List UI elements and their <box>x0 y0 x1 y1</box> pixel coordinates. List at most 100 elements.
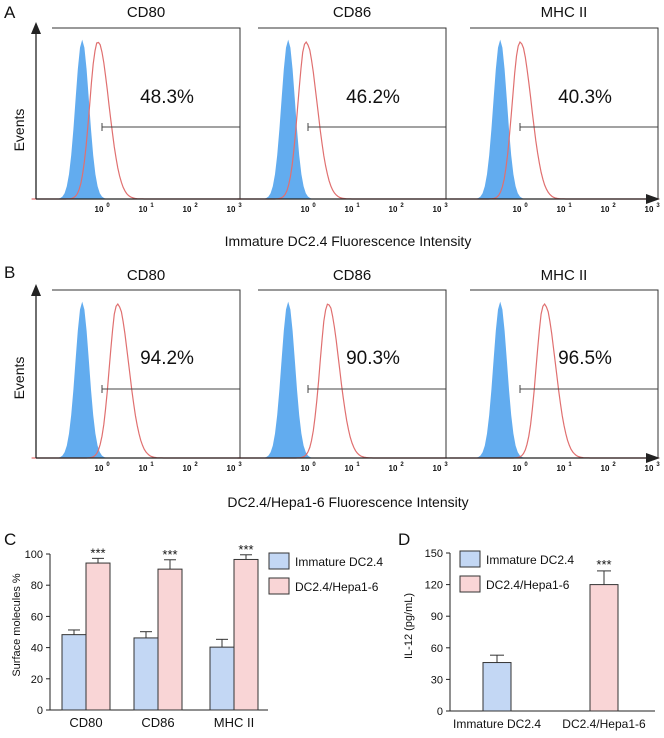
y-tick-label: 0 <box>37 705 43 717</box>
bar <box>589 584 619 712</box>
y-tick-label: 60 <box>31 611 43 623</box>
bar <box>85 562 111 711</box>
y-tick-label: 20 <box>31 674 43 686</box>
panel-b-ylabel: Events <box>11 357 27 400</box>
legend-label: DC2.4/Hepa1-6 <box>295 580 379 594</box>
gate-percent: 94.2% <box>140 348 194 369</box>
isotype-histogram <box>237 39 405 199</box>
x-tick-exponent: 0 <box>524 203 528 209</box>
subplot-title: MHC II <box>541 267 588 284</box>
panel-b-xlabel: DC2.4/Hepa1-6 Fluorescence Intensity <box>227 494 468 510</box>
panel-label-c: C <box>4 530 16 549</box>
bar <box>482 662 512 712</box>
x-tick-label: 10 <box>301 205 310 214</box>
x-tick-exponent: 1 <box>150 203 154 209</box>
significance-label: *** <box>596 557 611 572</box>
gate-percent: 40.3% <box>558 87 612 108</box>
x-tick-label: 10 <box>227 205 236 214</box>
bar <box>233 558 259 711</box>
x-tick-label: CD80 <box>69 715 102 730</box>
x-tick-exponent: 2 <box>194 203 198 209</box>
isotype-histogram <box>31 39 199 199</box>
subplot-title: CD80 <box>127 267 165 284</box>
x-tick-label: 10 <box>95 205 104 214</box>
subplot-title: CD80 <box>127 4 165 21</box>
x-tick-exponent: 1 <box>356 462 360 468</box>
y-tick-label: 0 <box>437 706 443 718</box>
x-tick-exponent: 2 <box>612 462 616 468</box>
y-axis-arrow <box>31 22 41 34</box>
x-tick-exponent: 0 <box>312 462 316 468</box>
panel-d-ylabel: IL-12 (pg/mL) <box>403 593 415 659</box>
x-tick-exponent: 1 <box>568 203 572 209</box>
legend-label: DC2.4/Hepa1-6 <box>486 578 570 592</box>
gate-percent: 48.3% <box>140 87 194 108</box>
stained-histogram <box>449 302 659 459</box>
bar <box>61 634 87 711</box>
x-tick-label: 10 <box>389 205 398 214</box>
y-tick-label: 40 <box>31 643 43 655</box>
panel-label-d: D <box>398 530 410 549</box>
stained-histogram <box>31 302 241 459</box>
x-tick-label: 10 <box>557 205 566 214</box>
panel-a-ylabel: Events <box>11 109 27 152</box>
x-tick-exponent: 1 <box>356 203 360 209</box>
y-tick-label: 60 <box>431 643 443 655</box>
x-tick-label: Immature DC2.4 <box>453 717 541 731</box>
x-tick-exponent: 0 <box>524 462 528 468</box>
legend-swatch <box>459 550 481 568</box>
panel-c-bar-chart: Surface molecules % 0 20 40 60 80 100 CD80 *** C… <box>11 542 383 730</box>
x-tick-label: DC2.4/Hepa1-6 <box>562 717 646 731</box>
y-tick-label: 80 <box>31 580 43 592</box>
x-tick-label: 10 <box>557 464 566 473</box>
x-tick-exponent: 0 <box>106 203 110 209</box>
x-tick-label: 10 <box>433 464 442 473</box>
x-tick-exponent: 2 <box>194 462 198 468</box>
x-tick-exponent: 1 <box>568 462 572 468</box>
significance-label: *** <box>90 545 105 560</box>
gate-percent: 96.5% <box>558 348 612 369</box>
x-tick-exponent: 2 <box>400 462 404 468</box>
x-tick-exponent: 1 <box>150 462 154 468</box>
x-tick-label: 10 <box>645 464 654 473</box>
y-tick-label: 30 <box>431 674 443 686</box>
x-tick-label: 10 <box>345 205 354 214</box>
legend-swatch <box>459 575 481 593</box>
x-tick-label: 10 <box>513 205 522 214</box>
stained-histogram <box>449 40 659 200</box>
panel-label-b: B <box>4 263 15 282</box>
x-tick-label: 10 <box>183 205 192 214</box>
significance-label: *** <box>238 542 253 557</box>
y-tick-label: 90 <box>431 611 443 623</box>
x-tick-exponent: 0 <box>312 203 316 209</box>
bar <box>133 637 159 711</box>
x-tick-label: 10 <box>513 464 522 473</box>
y-tick-label: 120 <box>425 580 443 592</box>
stained-histogram <box>237 41 447 200</box>
x-tick-label: 10 <box>645 205 654 214</box>
stained-histogram <box>237 303 447 459</box>
subplot-title: MHC II <box>541 4 588 21</box>
x-tick-exponent: 3 <box>238 203 242 209</box>
panel-d-bar-chart: IL-12 (pg/mL) 0 30 60 90 120 150 Immature DC2.… <box>403 548 655 731</box>
y-tick-label: 100 <box>25 549 43 561</box>
gate-percent: 46.2% <box>346 87 400 108</box>
isotype-histogram <box>237 301 405 458</box>
x-tick-exponent: 3 <box>444 462 448 468</box>
x-tick-label: MHC II <box>214 715 254 730</box>
y-axis-arrow <box>31 284 41 296</box>
x-axis-arrow <box>646 453 660 463</box>
isotype-histogram <box>449 39 617 199</box>
x-tick-label: 10 <box>601 464 610 473</box>
y-tick-label: 150 <box>425 548 443 560</box>
x-tick-label: 10 <box>227 464 236 473</box>
significance-label: *** <box>162 547 177 562</box>
x-tick-label: 10 <box>139 205 148 214</box>
subplot-title: CD86 <box>333 267 371 284</box>
x-tick-label: CD86 <box>141 715 174 730</box>
x-tick-exponent: 3 <box>238 462 242 468</box>
